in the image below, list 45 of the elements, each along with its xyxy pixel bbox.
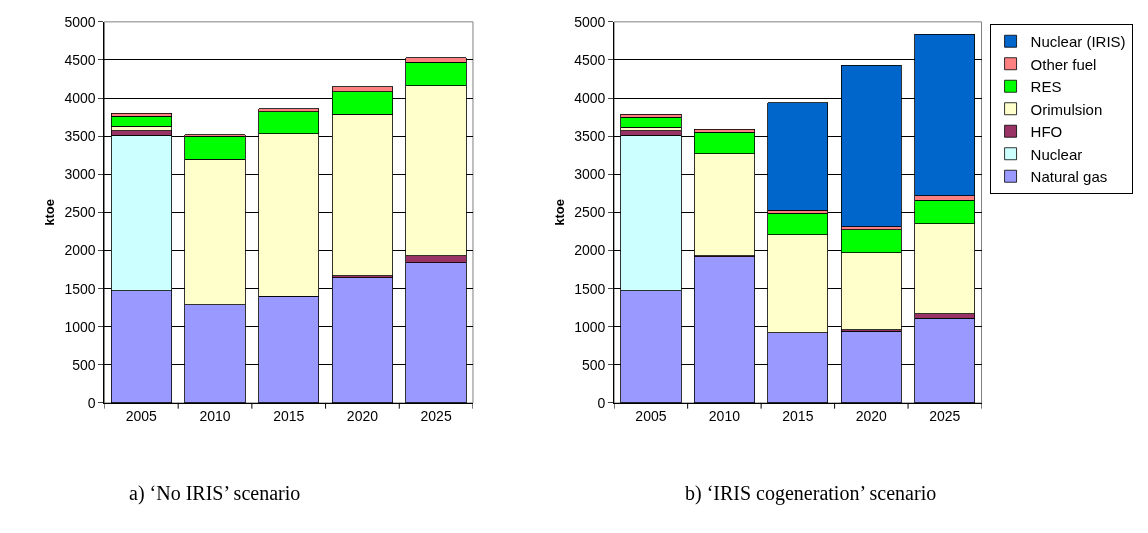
y-tick-label: 5000	[64, 13, 96, 30]
y-tick-label: 0	[597, 394, 606, 411]
x-tick-label: 2005	[635, 407, 667, 424]
legend-label: Natural gas	[1030, 168, 1108, 186]
y-tick-label: 1500	[64, 280, 96, 297]
bar	[620, 116, 682, 128]
y-tick-label: 5000	[574, 13, 606, 30]
y-tick-label: 2500	[574, 204, 606, 221]
y-tick-label: 3000	[64, 166, 96, 183]
y-tick-label: 3500	[64, 128, 96, 145]
y-tick-label: 1000	[574, 318, 606, 335]
x-tick-label: 2010	[708, 407, 741, 424]
legend-label: RES	[1030, 78, 1062, 96]
y-tick-label: 0	[87, 394, 96, 411]
legend-label: Orimulsion	[1030, 100, 1103, 118]
x-tick-label: 2025	[420, 407, 452, 424]
bar	[110, 115, 172, 127]
y-tick-label: 500	[582, 356, 606, 373]
legend-label: Nuclear	[1030, 145, 1083, 163]
x-tick-label: 2015	[273, 407, 305, 424]
legend-label: HFO	[1030, 123, 1063, 141]
y-tick-label: 2500	[64, 204, 96, 221]
text: a) ‘No IRIS’ scenario	[129, 482, 301, 505]
y-tick-label: 500	[72, 356, 96, 373]
y-tick-label: 1000	[64, 318, 96, 335]
y-axis-title: ktoe	[552, 199, 568, 226]
legend-label: Other fuel	[1030, 55, 1097, 73]
x-tick-label: 2020	[855, 407, 888, 424]
x-tick-label: 2015	[782, 407, 814, 424]
x-tick-label: 2020	[346, 407, 379, 424]
y-tick-label: 4500	[64, 51, 96, 68]
legend-label: Nuclear (IRIS)	[1030, 33, 1126, 51]
x-tick-label: 2025	[929, 407, 961, 424]
x-tick-label: 2010	[199, 407, 231, 424]
x-tick-label: 2005	[125, 407, 158, 424]
y-tick-label: 2000	[574, 242, 606, 259]
y-tick-label: 3500	[574, 128, 606, 145]
text: b) ‘IRIS cogeneration’ scenario	[685, 482, 937, 505]
y-tick-label: 3000	[574, 166, 606, 183]
y-tick-label: 4000	[64, 89, 96, 106]
y-tick-label: 4500	[574, 51, 606, 68]
y-tick-label: 2000	[64, 242, 96, 259]
y-axis-title: ktoe	[42, 199, 58, 226]
y-tick-label: 4000	[574, 89, 606, 106]
y-tick-label: 1500	[574, 280, 606, 297]
